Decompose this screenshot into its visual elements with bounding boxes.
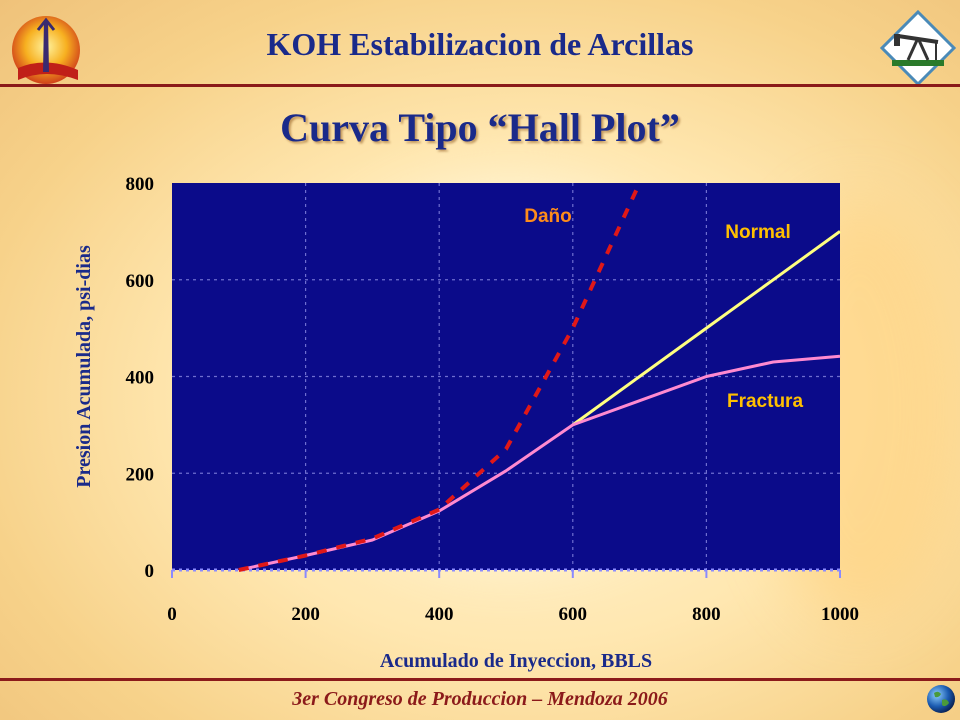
x-axis-title: Acumulado de Inyeccion, BBLS	[380, 650, 652, 672]
x-tick-label: 600	[559, 604, 588, 625]
series-label-fractura: Fractura	[727, 391, 803, 412]
x-tick-label: 800	[692, 604, 721, 625]
footer-divider	[0, 678, 960, 681]
footer-text: 3er Congreso de Produccion – Mendoza 200…	[292, 688, 668, 710]
x-tick-label: 1000	[821, 604, 859, 625]
congress-logo-icon	[8, 8, 88, 88]
y-tick-label: 600	[126, 271, 155, 292]
x-tick-label: 200	[291, 604, 320, 625]
header-divider	[0, 84, 960, 87]
y-tick-label: 200	[126, 464, 155, 485]
y-tick-label: 800	[126, 174, 155, 195]
y-tick-label: 0	[145, 561, 155, 582]
x-tick-label: 400	[425, 604, 454, 625]
series-label-dano: Daño	[524, 206, 572, 227]
y-axis-title: Presion Acumulada, psi-dias	[73, 245, 95, 488]
plot-area	[172, 183, 840, 570]
x-tick-label: 0	[167, 604, 177, 625]
slide-title: Curva Tipo “Hall Plot”	[280, 105, 680, 150]
header-title: KOH Estabilizacion de Arcillas	[266, 26, 694, 62]
hall-plot-chart: Normal Fractura Daño 0 200 400 600 800 0 200 400 60…	[73, 174, 859, 672]
series-label-normal: Normal	[725, 222, 790, 243]
globe-icon	[926, 684, 956, 714]
y-tick-label: 400	[126, 368, 155, 389]
